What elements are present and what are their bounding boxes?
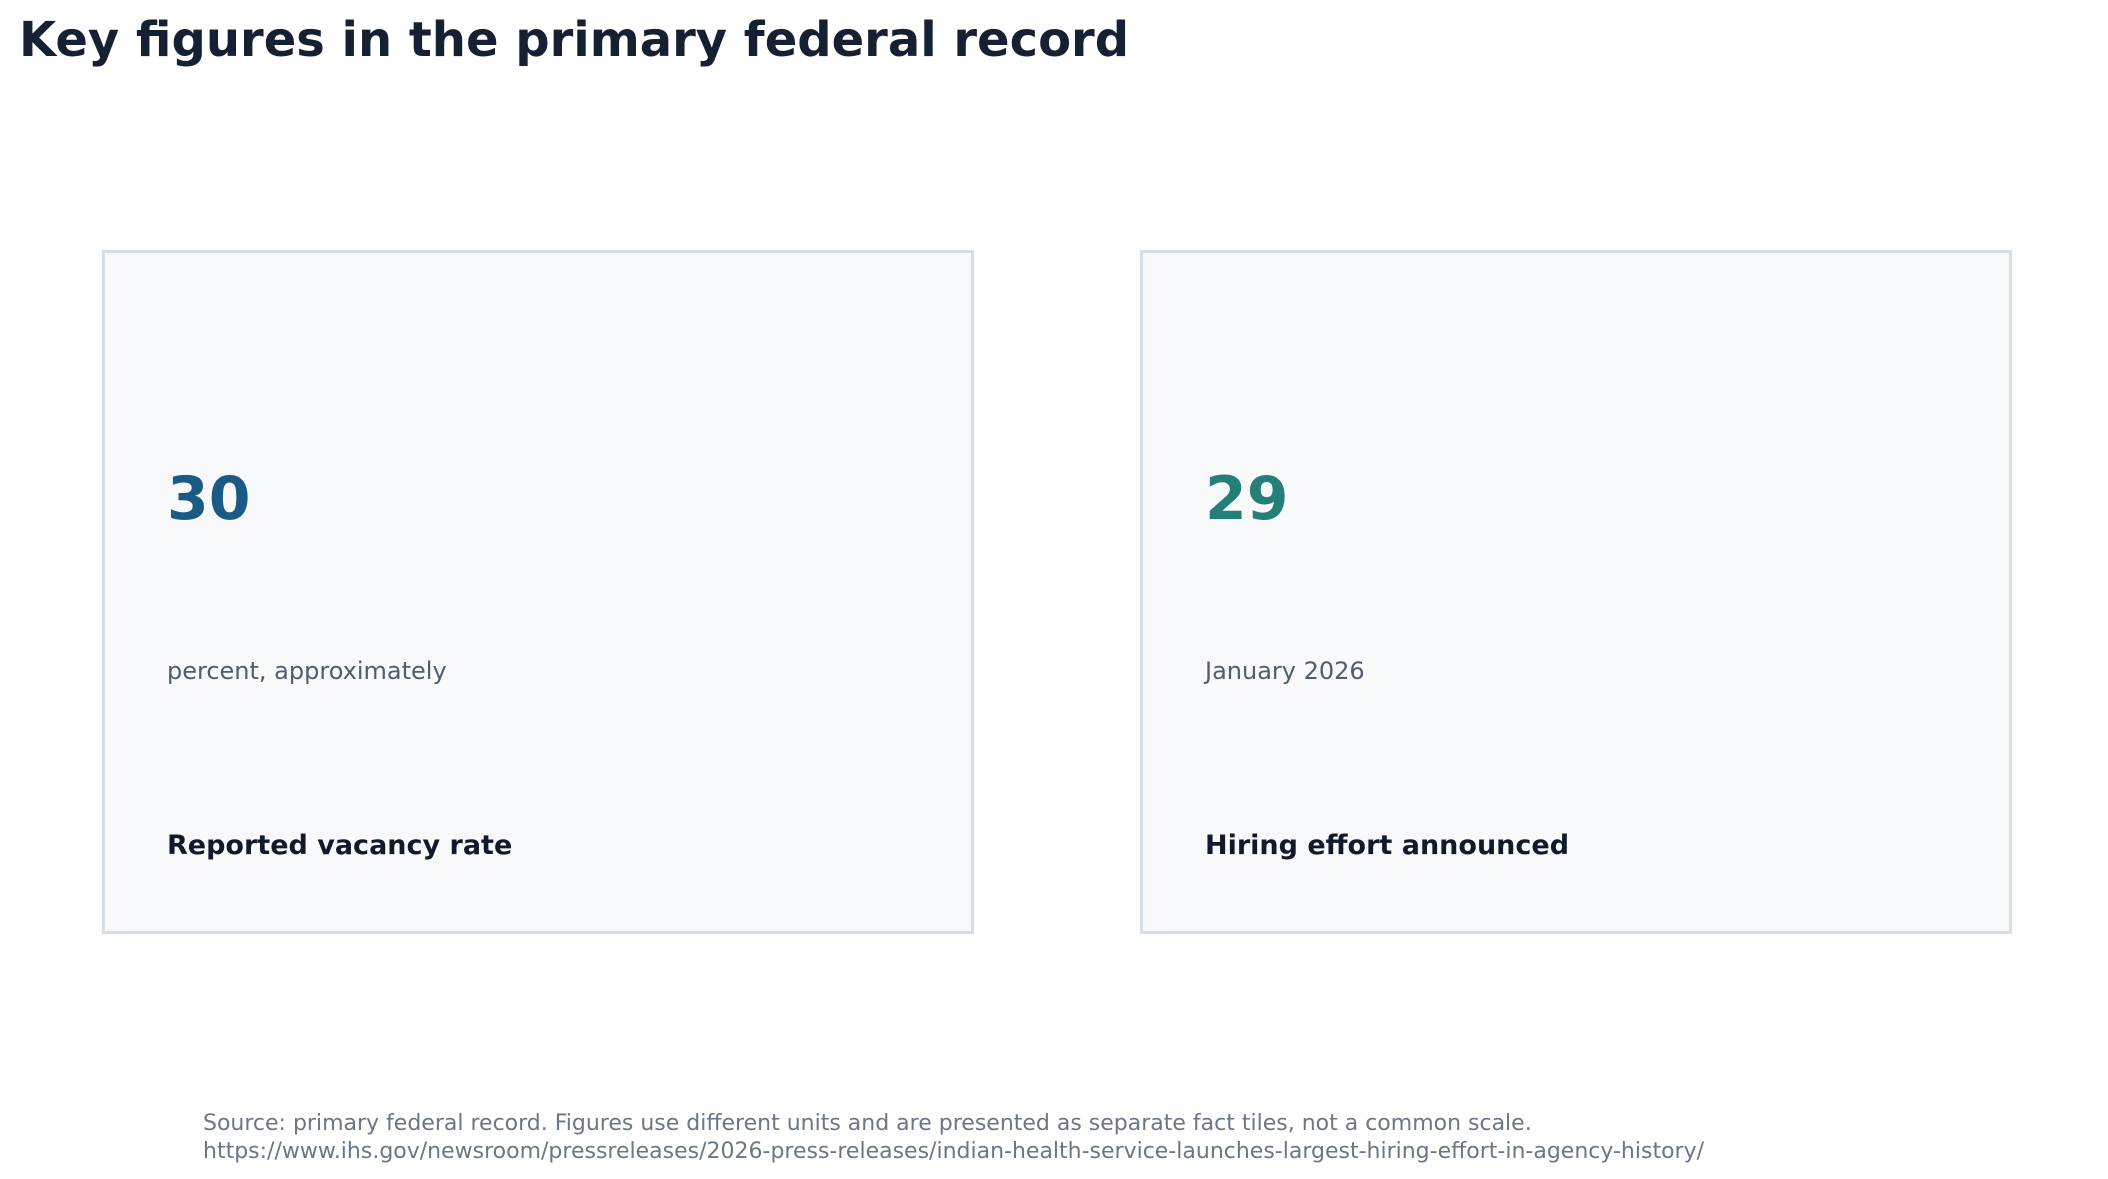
tile-value: 29 [1205,464,1289,534]
tile-label: Reported vacancy rate [167,830,513,861]
page-title: Key figures in the primary federal recor… [19,12,1130,68]
source-url: https://www.ihs.gov/newsroom/pressreleas… [203,1139,1705,1164]
tile-unit: percent, approximately [167,657,447,685]
tile-value: 30 [167,464,251,534]
fact-tile-vacancy-rate: 30 percent, approximately Reported vacan… [102,250,974,934]
tile-unit: January 2026 [1205,657,1365,685]
tile-label: Hiring effort announced [1205,830,1570,861]
source-note: Source: primary federal record. Figures … [203,1110,1704,1166]
fact-tile-hiring-effort: 29 January 2026 Hiring effort announced [1140,250,2012,934]
source-text: Source: primary federal record. Figures … [203,1111,1532,1136]
